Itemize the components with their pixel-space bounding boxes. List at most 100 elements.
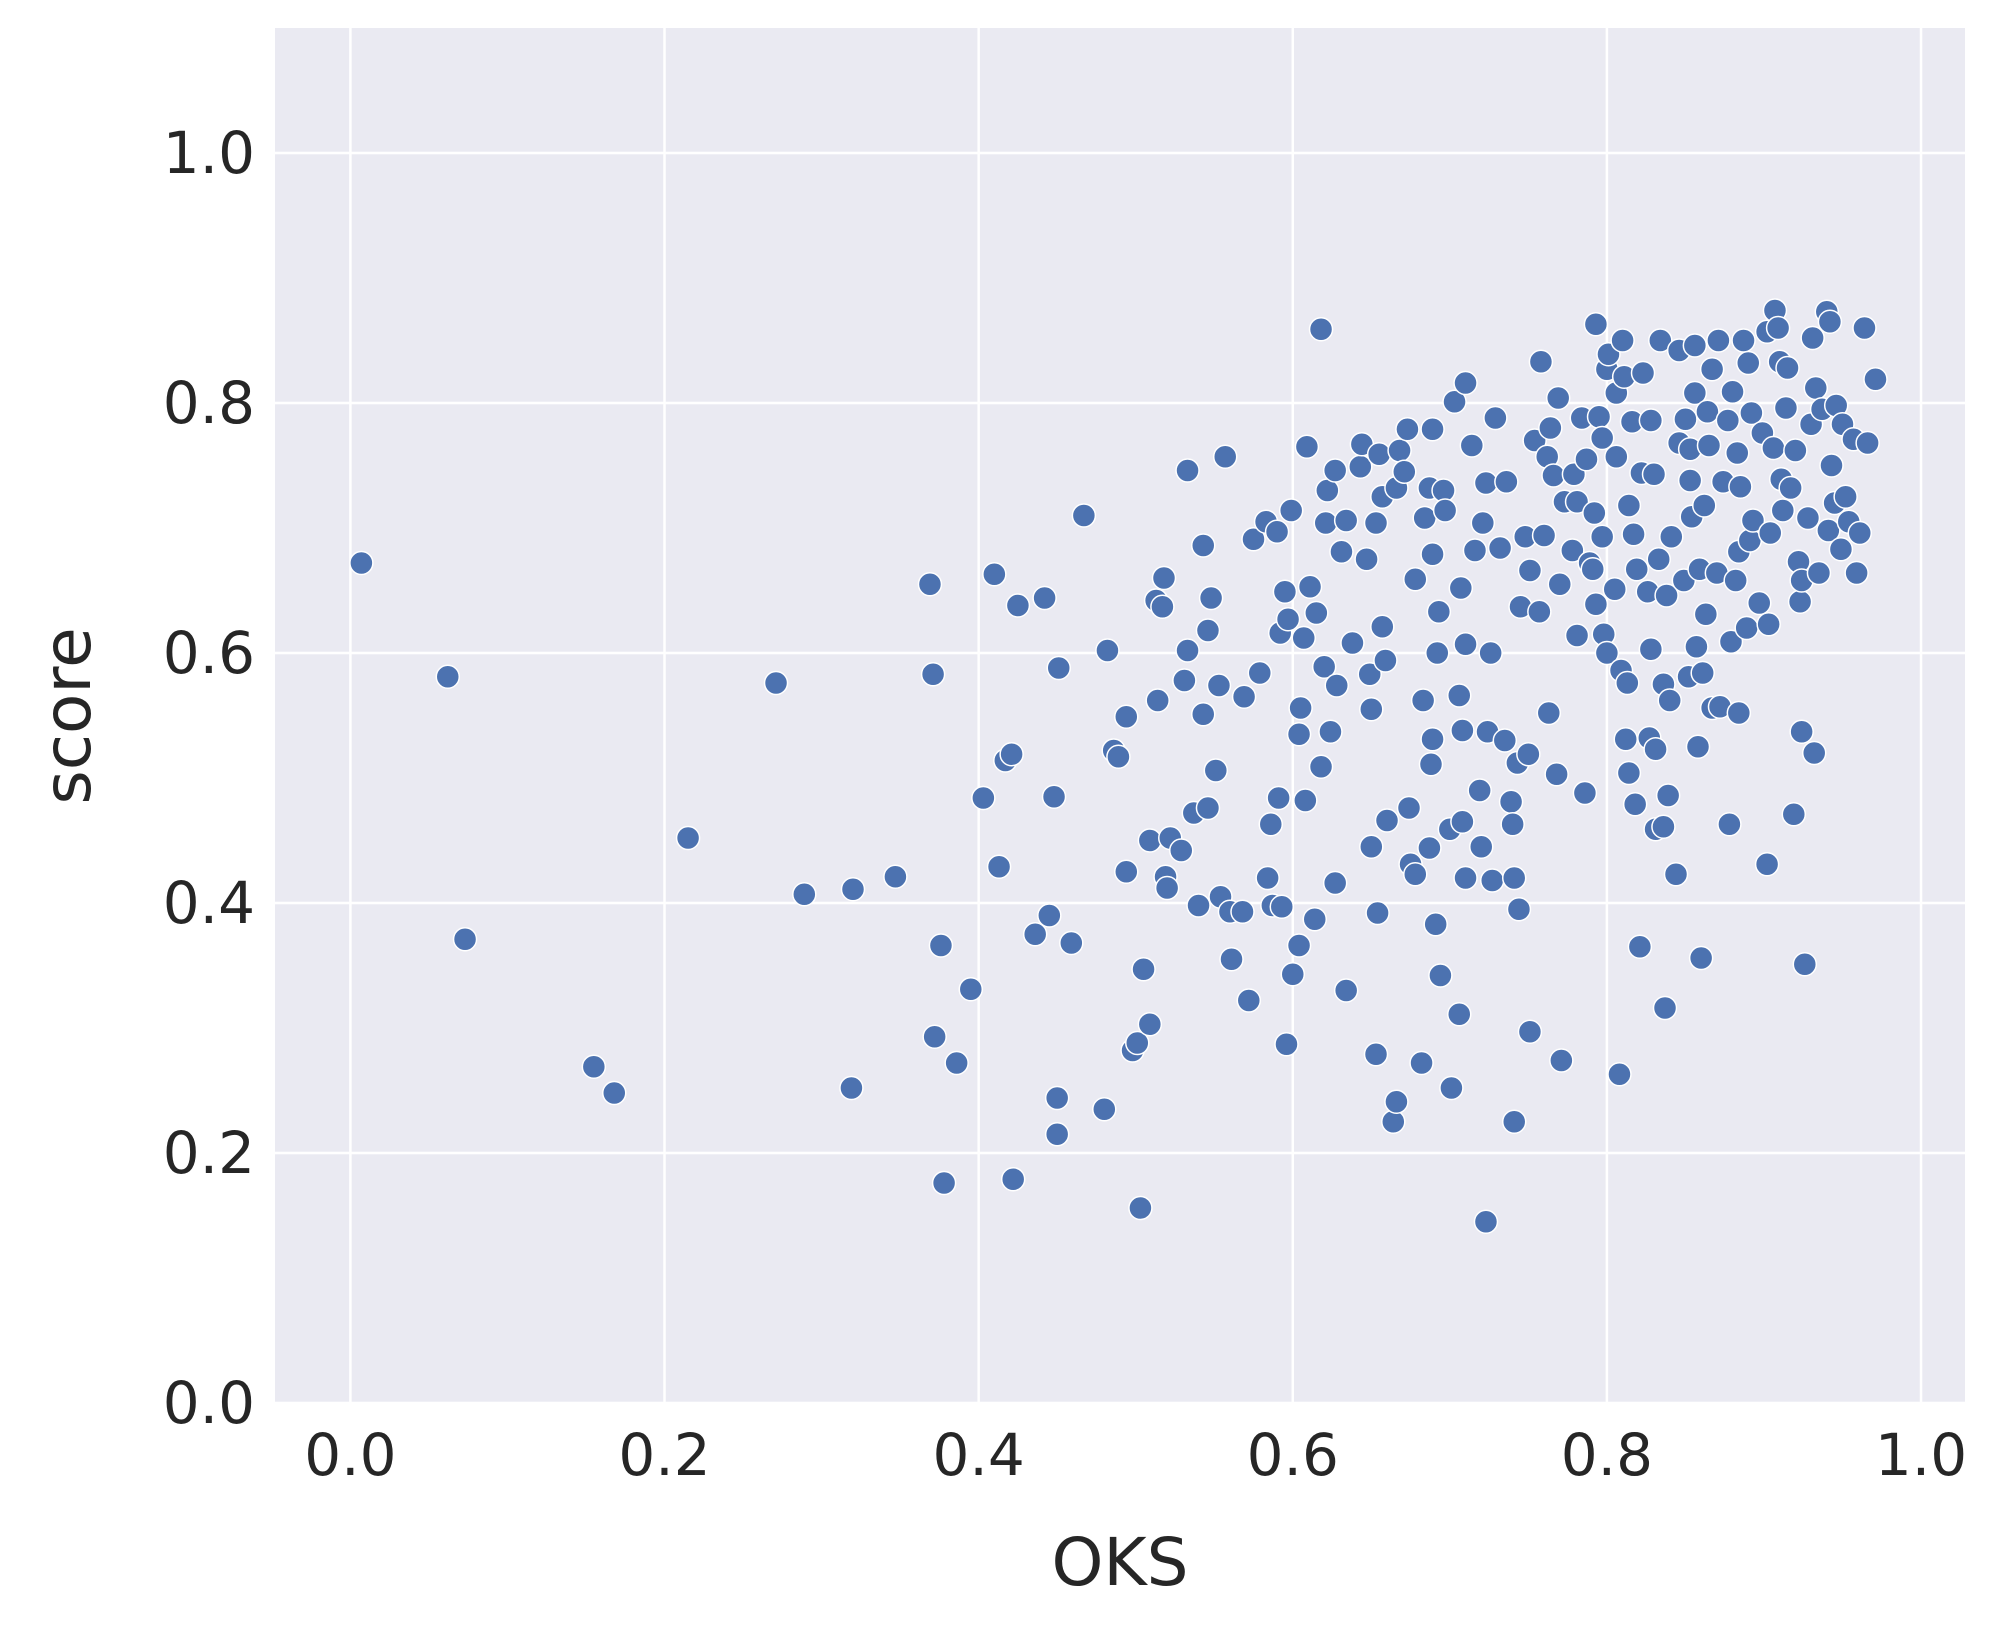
y-axis-label: score: [29, 627, 106, 804]
point: [1616, 493, 1642, 518]
x-tick-label: 0.8: [1561, 1421, 1653, 1489]
point: [1150, 594, 1175, 619]
point: [1855, 430, 1880, 456]
point: [1696, 433, 1722, 458]
point: [1817, 309, 1843, 334]
point: [1293, 788, 1318, 813]
point: [1549, 1048, 1574, 1073]
point: [1403, 862, 1428, 887]
point: [1695, 399, 1720, 424]
point: [1333, 978, 1359, 1003]
point: [1432, 498, 1458, 523]
point: [1736, 350, 1761, 376]
point: [1564, 623, 1590, 648]
point: [1594, 640, 1620, 666]
point: [1547, 572, 1573, 597]
point: [1663, 862, 1689, 887]
point: [763, 670, 789, 696]
point: [1151, 565, 1177, 591]
point: [1828, 537, 1854, 562]
point: [1286, 722, 1312, 747]
x-tick-label: 0.6: [1247, 1421, 1339, 1489]
point: [1500, 812, 1525, 837]
point: [1324, 673, 1349, 698]
point: [1374, 808, 1400, 833]
point: [1114, 704, 1139, 729]
point: [1137, 828, 1163, 853]
point: [1604, 444, 1629, 469]
point: [581, 1054, 607, 1079]
point: [1715, 408, 1741, 433]
point: [1473, 1209, 1499, 1234]
point: [1322, 458, 1348, 483]
point: [1071, 503, 1097, 528]
point: [602, 1080, 627, 1106]
point: [1613, 727, 1638, 752]
point: [1247, 660, 1273, 686]
point: [1241, 527, 1266, 552]
point: [1175, 458, 1200, 483]
point: [1412, 505, 1437, 531]
point: [1219, 947, 1244, 972]
point: [1803, 375, 1829, 401]
point: [1517, 1019, 1543, 1044]
point: [1137, 1012, 1163, 1037]
point: [1501, 1109, 1527, 1134]
point: [1616, 760, 1642, 786]
point: [1447, 1002, 1472, 1027]
point: [1340, 630, 1365, 656]
point: [1468, 834, 1494, 859]
point: [1131, 957, 1156, 982]
point: [1589, 524, 1615, 549]
point: [1677, 468, 1703, 493]
point: [1297, 574, 1323, 599]
point: [1329, 539, 1354, 564]
point: [1000, 1167, 1026, 1192]
point: [675, 825, 701, 851]
y-tick-label: 0.2: [163, 1119, 255, 1187]
point: [1333, 508, 1359, 533]
point: [1560, 538, 1585, 563]
point: [1651, 814, 1676, 839]
point: [1720, 379, 1745, 404]
point: [1574, 447, 1599, 472]
point: [1114, 859, 1139, 884]
point: [1363, 510, 1389, 536]
point: [1792, 952, 1818, 977]
point: [1863, 367, 1888, 392]
point: [1685, 734, 1711, 759]
point: [1638, 637, 1664, 662]
point: [1622, 792, 1648, 817]
point: [1288, 695, 1313, 721]
point: [920, 662, 946, 687]
point: [1781, 802, 1807, 827]
point: [1652, 995, 1678, 1021]
point: [1731, 328, 1756, 353]
point: [1046, 655, 1071, 681]
point: [1395, 417, 1420, 442]
point: [1684, 634, 1709, 659]
point: [1473, 470, 1499, 496]
point: [1125, 1030, 1150, 1056]
point: [1706, 328, 1731, 353]
point: [1418, 752, 1444, 777]
point: [1580, 557, 1606, 582]
point: [1756, 612, 1781, 637]
point: [1453, 370, 1478, 396]
point: [1544, 762, 1569, 787]
point: [1420, 542, 1445, 567]
point: [1286, 933, 1312, 958]
point: [1470, 510, 1496, 536]
point: [1354, 547, 1379, 572]
point: [1450, 718, 1475, 743]
point: [1302, 907, 1328, 932]
point: [1638, 408, 1664, 433]
point: [1538, 415, 1563, 441]
point: [1801, 740, 1827, 766]
point: [1420, 417, 1445, 442]
point: [1528, 349, 1554, 374]
x-axis-label: OKS: [1051, 1524, 1188, 1601]
point: [1615, 670, 1640, 696]
point: [1740, 508, 1766, 533]
point: [1624, 557, 1649, 582]
